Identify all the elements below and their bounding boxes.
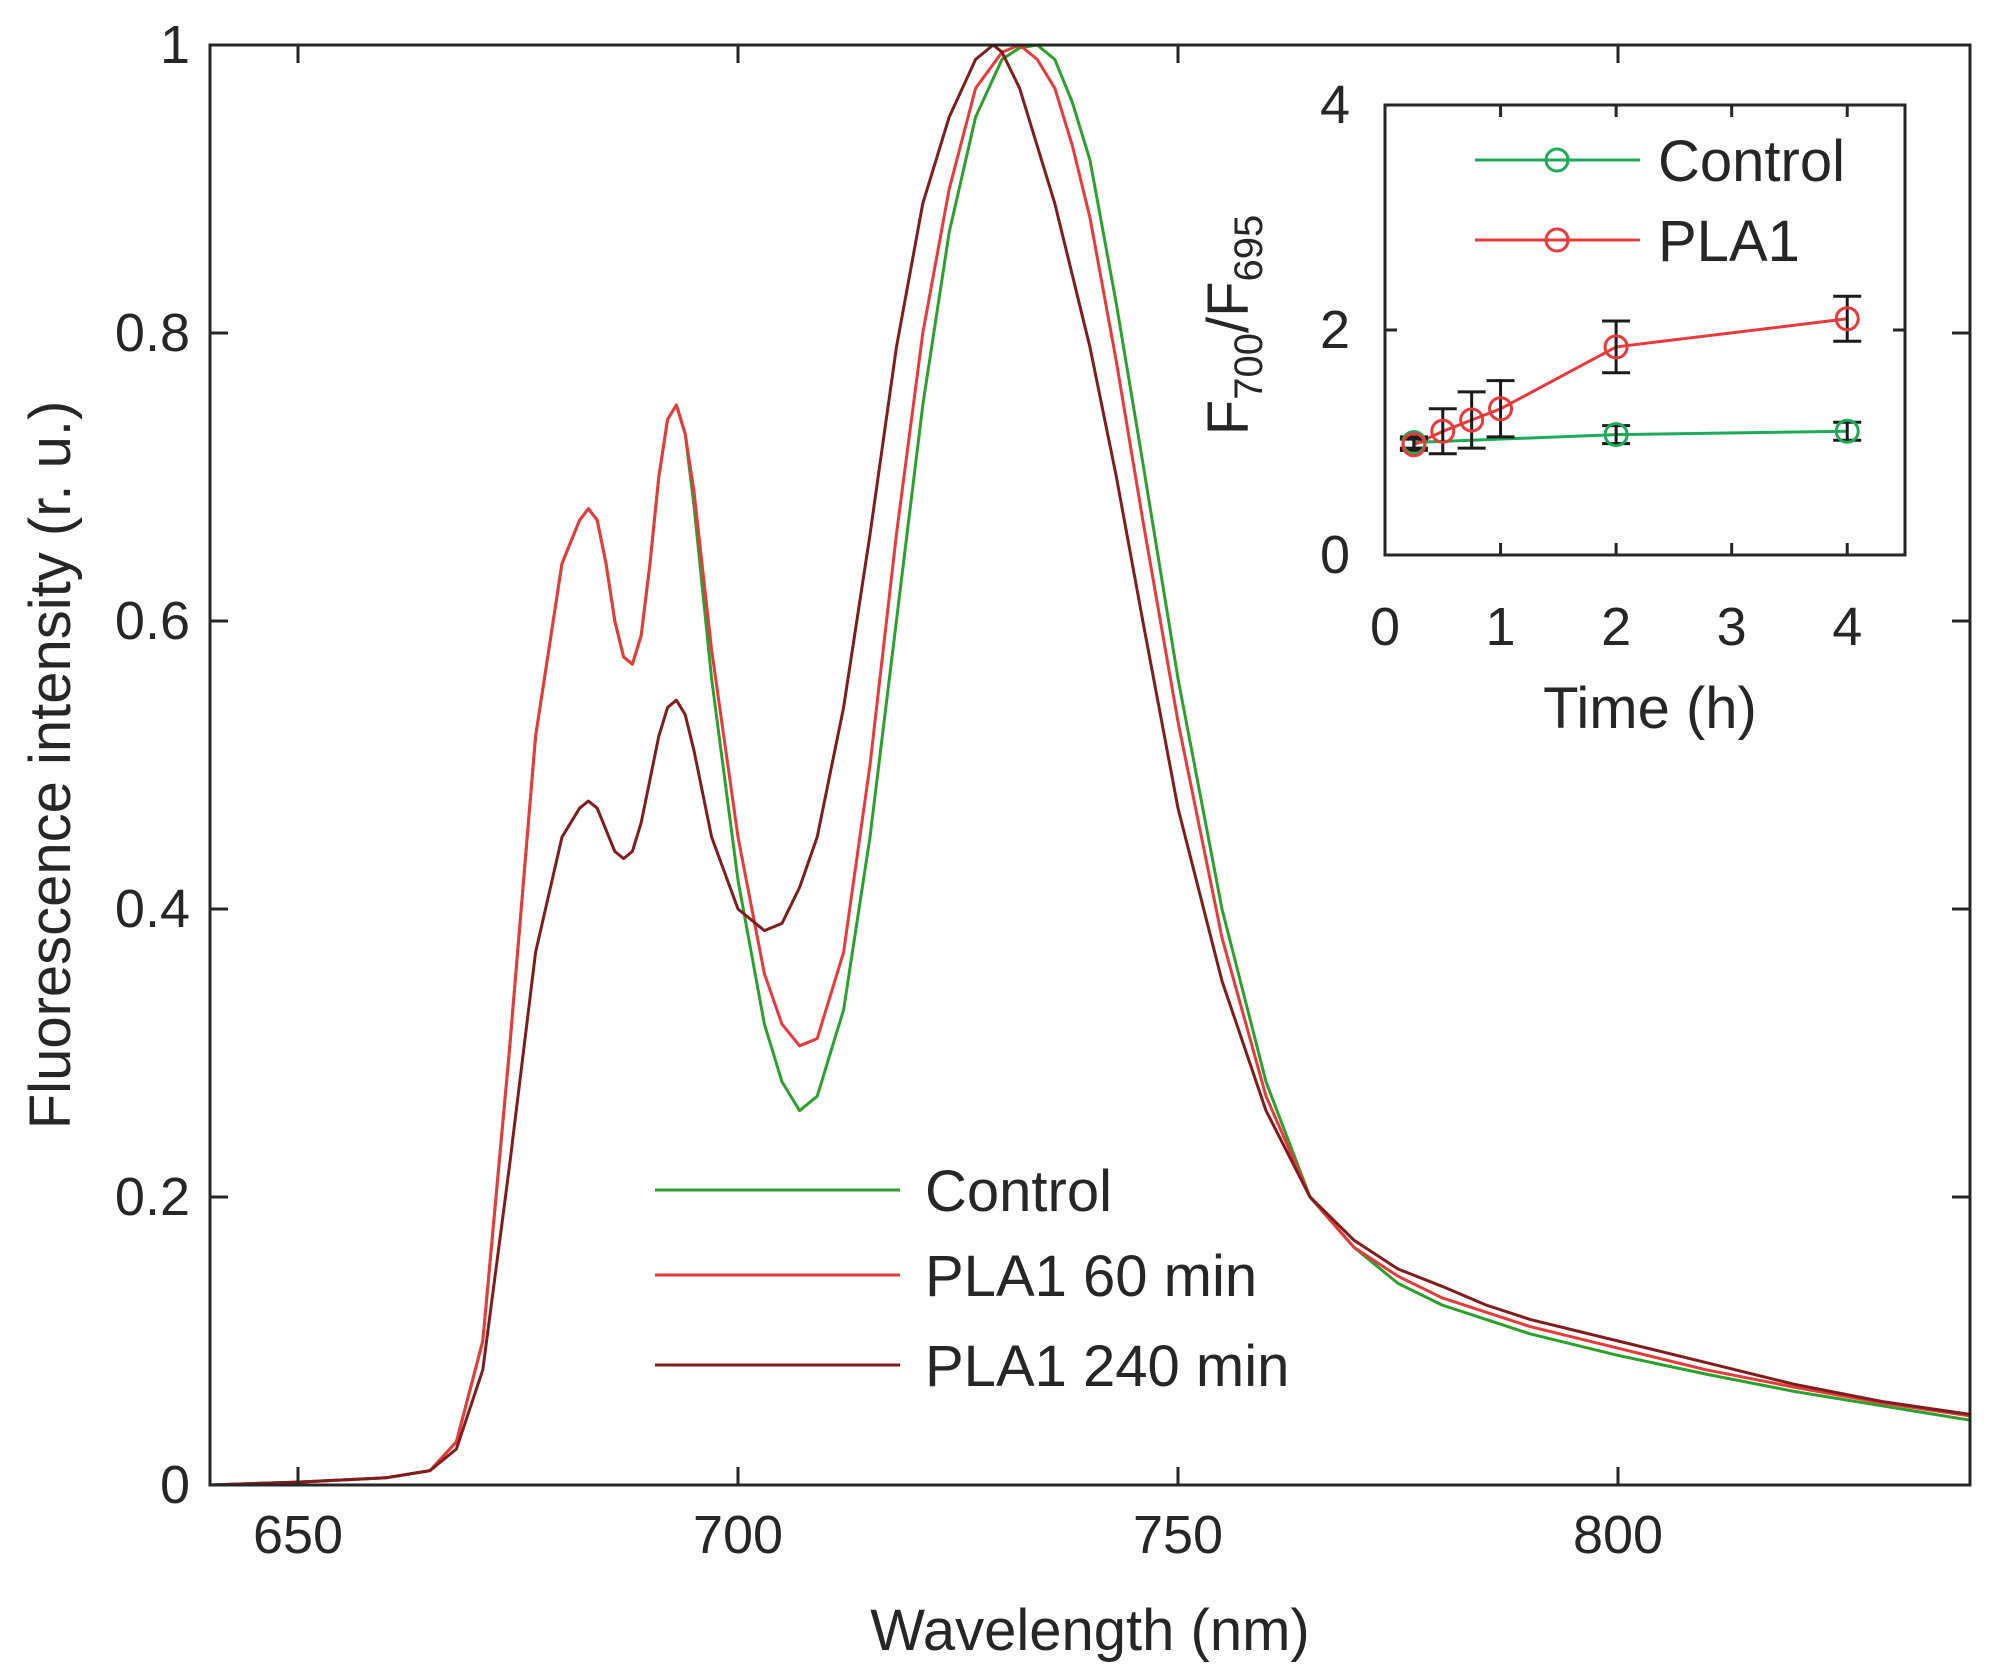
- inset-point-1: [1459, 407, 1485, 433]
- inset-x-axis-title: Time (h): [1543, 676, 1757, 741]
- inset-y-title-slash: /F: [1196, 282, 1261, 334]
- inset-y-title-main: F: [1196, 400, 1261, 435]
- inset-y-tick-label: 0: [1320, 525, 1350, 585]
- inset-chart: 0 1 2 3 4 0 2 4 Time (h) F700/F695 Control PLA…: [1196, 75, 1907, 741]
- inset-y-title-sub2: 695: [1227, 215, 1271, 282]
- main-y-tick-label: 0.8: [115, 303, 190, 363]
- inset-y-tick-label: 4: [1320, 75, 1350, 135]
- inset-x-tick-label: 1: [1486, 597, 1516, 657]
- inset-y-ticks: 0 2 4: [1320, 75, 1905, 585]
- legend-label-pla1-240: PLA1 240 min: [925, 1334, 1289, 1399]
- inset-y-tick-label: 2: [1320, 300, 1350, 360]
- main-y-ticks: 0 0.2 0.4 0.6 0.8 1: [115, 15, 1970, 1515]
- inset-point-1: [1488, 396, 1514, 422]
- inset-point-0: [1834, 418, 1860, 444]
- inset-x-tick-label: 4: [1832, 597, 1862, 657]
- main-y-tick-label: 0: [160, 1455, 190, 1515]
- main-x-axis-title: Wavelength (nm): [870, 1598, 1309, 1663]
- inset-point-0: [1603, 422, 1629, 448]
- main-y-tick-label: 0.2: [115, 1167, 190, 1227]
- inset-point-1: [1603, 334, 1629, 360]
- inset-plot-area: [1385, 105, 1905, 555]
- inset-legend-marker-pla1: [1544, 227, 1570, 253]
- main-y-axis-title: Fluorescence intensity (r. u.): [18, 401, 83, 1130]
- main-axes-box: [208, 43, 1972, 1487]
- inset-series-group: [1399, 294, 1862, 458]
- inset-x-tick-label: 0: [1370, 597, 1400, 657]
- inset-x-tick-label: 3: [1717, 597, 1747, 657]
- main-series-group: [209, 43, 1971, 1487]
- inset-point-1: [1430, 418, 1456, 444]
- inset-x-tick-label: 2: [1601, 597, 1631, 657]
- inset-y-title-sub1: 700: [1227, 333, 1271, 400]
- inset-legend-label-control: Control: [1658, 129, 1845, 194]
- inset-legend-marker-control: [1544, 147, 1570, 173]
- inset-point-1: [1834, 306, 1860, 332]
- main-series-line-2: [209, 43, 1971, 1487]
- inset-y-axis-title: F700/F695: [1196, 215, 1271, 435]
- main-legend: Control PLA1 60 min PLA1 240 min: [655, 1159, 1289, 1399]
- main-x-tick-label: 700: [693, 1505, 783, 1565]
- main-x-ticks: 650 700 750 800: [253, 45, 1663, 1565]
- inset-legend: Control PLA1: [1475, 129, 1845, 274]
- main-x-tick-label: 800: [1573, 1505, 1663, 1565]
- main-x-tick-label: 650: [253, 1505, 343, 1565]
- main-y-tick-label: 0.4: [115, 879, 190, 939]
- main-y-tick-label: 1: [160, 15, 190, 75]
- legend-label-control: Control: [925, 1159, 1112, 1224]
- legend-label-pla1-60: PLA1 60 min: [925, 1244, 1257, 1309]
- inset-x-ticks: 0 1 2 3 4: [1370, 105, 1862, 657]
- main-y-tick-label: 0.6: [115, 591, 190, 651]
- main-x-tick-label: 750: [1133, 1505, 1223, 1565]
- main-series-line-1: [209, 43, 1971, 1487]
- inset-point-1: [1401, 432, 1427, 458]
- inset-legend-label-pla1: PLA1: [1658, 209, 1800, 274]
- inset-series-line-1: [1413, 317, 1848, 447]
